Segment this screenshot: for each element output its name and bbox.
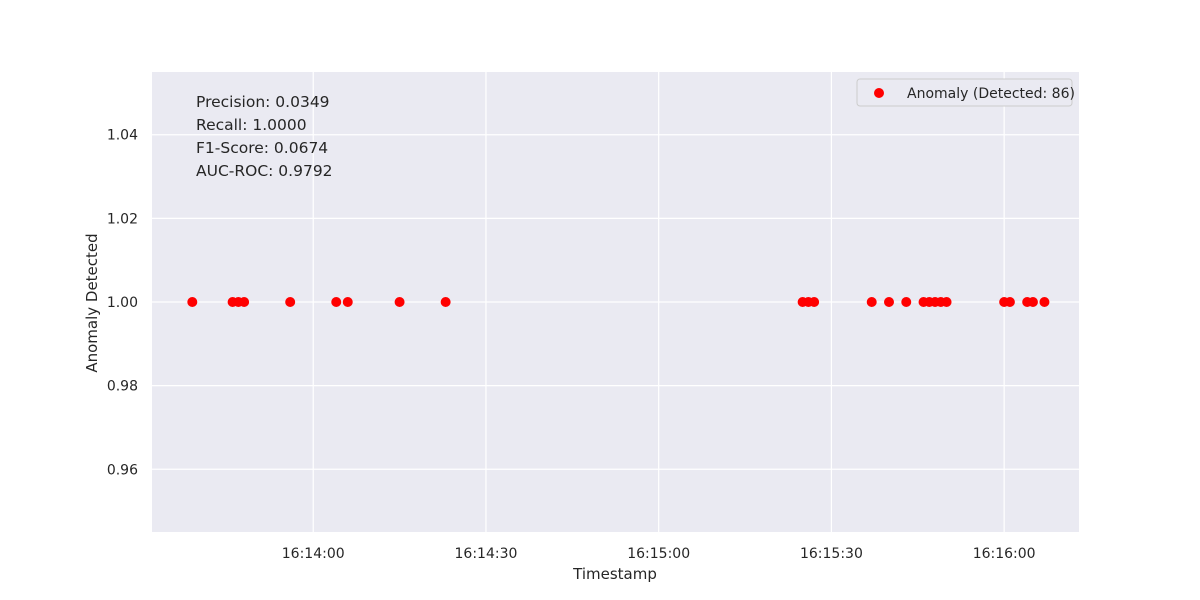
data-point bbox=[440, 297, 451, 307]
data-point bbox=[809, 297, 820, 307]
data-point bbox=[342, 297, 353, 307]
data-point bbox=[901, 297, 912, 307]
data-point bbox=[285, 297, 296, 307]
data-points bbox=[187, 297, 1050, 307]
data-point bbox=[1039, 297, 1050, 307]
y-tick-labels: 0.96 0.98 1.00 1.02 1.04 bbox=[107, 128, 138, 479]
legend-label: Anomaly (Detected: 86) bbox=[907, 86, 1075, 102]
y-tick-label: 1.04 bbox=[107, 128, 138, 144]
data-point bbox=[941, 297, 952, 307]
x-axis-label: Timestamp bbox=[572, 565, 657, 583]
f1-score-annotation: F1-Score: 0.0674 bbox=[196, 139, 328, 157]
data-point bbox=[1027, 297, 1038, 307]
x-tick-label: 16:15:00 bbox=[627, 546, 690, 562]
recall-annotation: Recall: 1.0000 bbox=[196, 116, 307, 134]
grid-lines bbox=[152, 72, 1079, 532]
legend: Anomaly (Detected: 86) bbox=[856, 78, 1075, 107]
data-point bbox=[239, 297, 250, 307]
data-point bbox=[866, 297, 877, 307]
precision-annotation: Precision: 0.0349 bbox=[196, 93, 330, 111]
metrics-annotation: Precision: 0.0349 Recall: 1.0000 F1-Scor… bbox=[196, 93, 333, 180]
y-tick-label: 1.02 bbox=[107, 211, 138, 227]
data-point bbox=[883, 297, 894, 307]
y-tick-label: 1.00 bbox=[107, 295, 138, 311]
data-point bbox=[187, 297, 198, 307]
x-tick-label: 16:14:00 bbox=[282, 546, 345, 562]
x-tick-label: 16:15:30 bbox=[800, 546, 863, 562]
legend-box bbox=[856, 78, 1073, 107]
data-point bbox=[394, 297, 405, 307]
y-tick-label: 0.98 bbox=[107, 379, 138, 395]
legend-marker bbox=[874, 88, 884, 98]
data-point bbox=[1004, 297, 1015, 307]
x-tick-label: 16:14:30 bbox=[455, 546, 518, 562]
x-tick-label: 16:16:00 bbox=[973, 546, 1036, 562]
data-point bbox=[331, 297, 342, 307]
y-axis-label: Anomaly Detected bbox=[83, 233, 101, 372]
auc-roc-annotation: AUC-ROC: 0.9792 bbox=[196, 162, 333, 180]
y-tick-label: 0.96 bbox=[107, 462, 138, 478]
x-tick-labels: 16:14:00 16:14:30 16:15:00 16:15:30 16:16:00 bbox=[282, 546, 1036, 562]
